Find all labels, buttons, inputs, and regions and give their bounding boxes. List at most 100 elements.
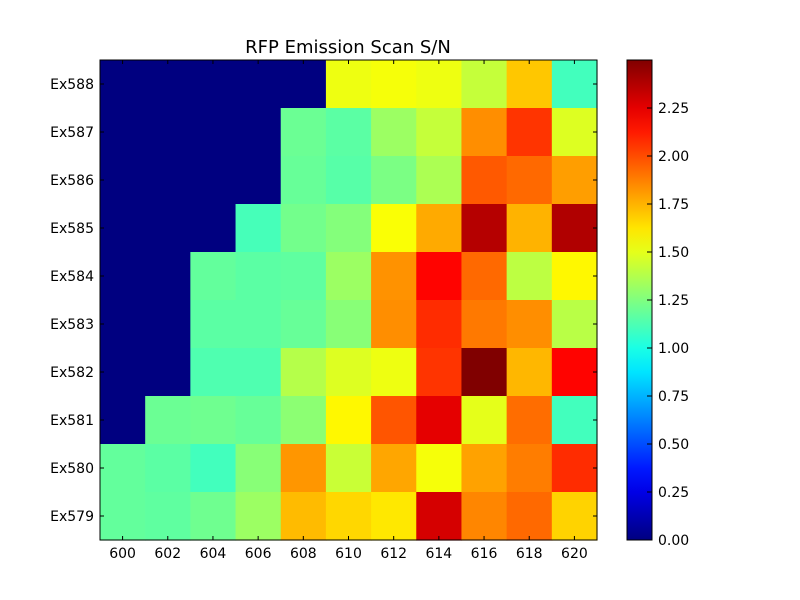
y-axis: Ex588 Ex587 Ex586 Ex585 Ex584 Ex583 Ex582 Ex581…: [50, 77, 597, 525]
heatmap-cell: [325, 348, 372, 397]
heatmap-cell: [551, 348, 598, 397]
x-tick-label: 616: [471, 546, 498, 562]
colorbar-tick-label: 2.25: [658, 101, 689, 117]
heatmap-cell: [325, 156, 372, 205]
heatmap-cell: [235, 492, 282, 541]
heatmap-cell: [235, 108, 282, 157]
heatmap-cell: [551, 252, 598, 301]
y-tick-label: Ex579: [50, 509, 94, 525]
heatmap-cell: [551, 300, 598, 349]
heatmap-cell: [371, 108, 417, 157]
heatmap-cell: [235, 348, 282, 397]
x-tick-label: 620: [561, 546, 588, 562]
x-tick-label: 610: [335, 546, 362, 562]
heatmap-cell: [371, 156, 417, 205]
heatmap-cell: [280, 348, 327, 397]
heatmap-cell: [416, 396, 463, 445]
heatmap-cell: [506, 444, 553, 493]
heatmap-cell: [145, 108, 191, 157]
heatmap-cell: [235, 396, 282, 445]
colorbar-tick-label: 0.25: [658, 485, 689, 501]
heatmap-cell: [506, 300, 553, 349]
heatmap-cell: [100, 204, 146, 253]
y-tick-label: Ex580: [50, 461, 94, 477]
heatmap-cell: [461, 252, 508, 301]
heatmap-cell: [235, 444, 282, 493]
heatmap-cell: [506, 108, 553, 157]
heatmap-cell: [416, 108, 463, 157]
heatmap-cell: [145, 60, 191, 109]
y-tick-label: Ex581: [50, 413, 94, 429]
heatmap-cell: [416, 204, 463, 253]
y-tick-label: Ex587: [50, 125, 94, 141]
y-tick-label: Ex584: [50, 269, 94, 285]
heatmap-cell: [145, 156, 191, 205]
heatmap-cell: [416, 156, 463, 205]
heatmap-cell: [325, 60, 372, 109]
heatmap-cell: [280, 252, 327, 301]
heatmap-cell: [235, 156, 282, 205]
heatmap-cell: [461, 444, 508, 493]
heatmap-cell: [416, 60, 463, 109]
heatmap-cell: [371, 348, 417, 397]
colorbar-tick-label: 2.00: [658, 149, 689, 165]
heatmap-cell: [280, 492, 327, 541]
heatmap-cell: [190, 396, 237, 445]
colorbar-tick-label: 0.75: [658, 389, 689, 405]
heatmap-cell: [145, 300, 191, 349]
x-tick-label: 608: [290, 546, 317, 562]
heatmap-cell: [280, 156, 327, 205]
heatmap-cell: [190, 204, 237, 253]
heatmap-cell: [416, 492, 463, 541]
heatmap-cell: [325, 492, 372, 541]
heatmap-cell: [506, 492, 553, 541]
heatmap-cell: [506, 348, 553, 397]
heatmap-cell: [190, 348, 237, 397]
heatmap-cell: [551, 396, 598, 445]
heatmap-cell: [100, 492, 146, 541]
y-tick-label: Ex585: [50, 221, 94, 237]
heatmap-cell: [371, 252, 417, 301]
heatmap-cell: [190, 156, 237, 205]
heatmap-cell: [145, 444, 191, 493]
heatmap-cell: [100, 108, 146, 157]
heatmap-cell: [280, 204, 327, 253]
y-tick-label: Ex588: [50, 77, 94, 93]
heatmap-cell: [461, 396, 508, 445]
heatmap-cell: [235, 300, 282, 349]
heatmap-cell: [416, 444, 463, 493]
heatmap-cell: [100, 252, 146, 301]
x-tick-label: 606: [245, 546, 272, 562]
heatmap-cell: [145, 348, 191, 397]
heatmap-cell: [325, 300, 372, 349]
heatmap-cell: [145, 492, 191, 541]
x-tick-label: 618: [516, 546, 543, 562]
heatmap-cells: [100, 60, 598, 541]
heatmap-cell: [461, 492, 508, 541]
heatmap-cell: [190, 252, 237, 301]
heatmap-cell: [235, 204, 282, 253]
heatmap-cell: [371, 60, 417, 109]
heatmap-cell: [145, 252, 191, 301]
heatmap-cell: [100, 348, 146, 397]
heatmap-cell: [145, 396, 191, 445]
x-tick-label: 604: [200, 546, 227, 562]
heatmap-cell: [506, 252, 553, 301]
x-tick-label: 602: [154, 546, 181, 562]
heatmap-cell: [145, 204, 191, 253]
heatmap-cell: [280, 60, 327, 109]
colorbar-tick-label: 1.75: [658, 197, 689, 213]
heatmap-cell: [280, 108, 327, 157]
heatmap-cell: [551, 444, 598, 493]
heatmap-cell: [461, 60, 508, 109]
heatmap-cell: [461, 300, 508, 349]
y-tick-label: Ex583: [50, 317, 94, 333]
colorbar-tick-label: 0.50: [658, 437, 689, 453]
heatmap-cell: [461, 156, 508, 205]
colorbar: 0.00 0.25 0.50 0.75 1.00 1.25 1.50 1.75 2.00 2.25: [626, 59, 689, 549]
x-axis: 600 602 604 606 608 610 612 614 616 618 620: [109, 60, 588, 562]
heatmap-cell: [100, 444, 146, 493]
heatmap-cell: [371, 204, 417, 253]
heatmap-cell: [190, 60, 237, 109]
heatmap-cell: [506, 156, 553, 205]
